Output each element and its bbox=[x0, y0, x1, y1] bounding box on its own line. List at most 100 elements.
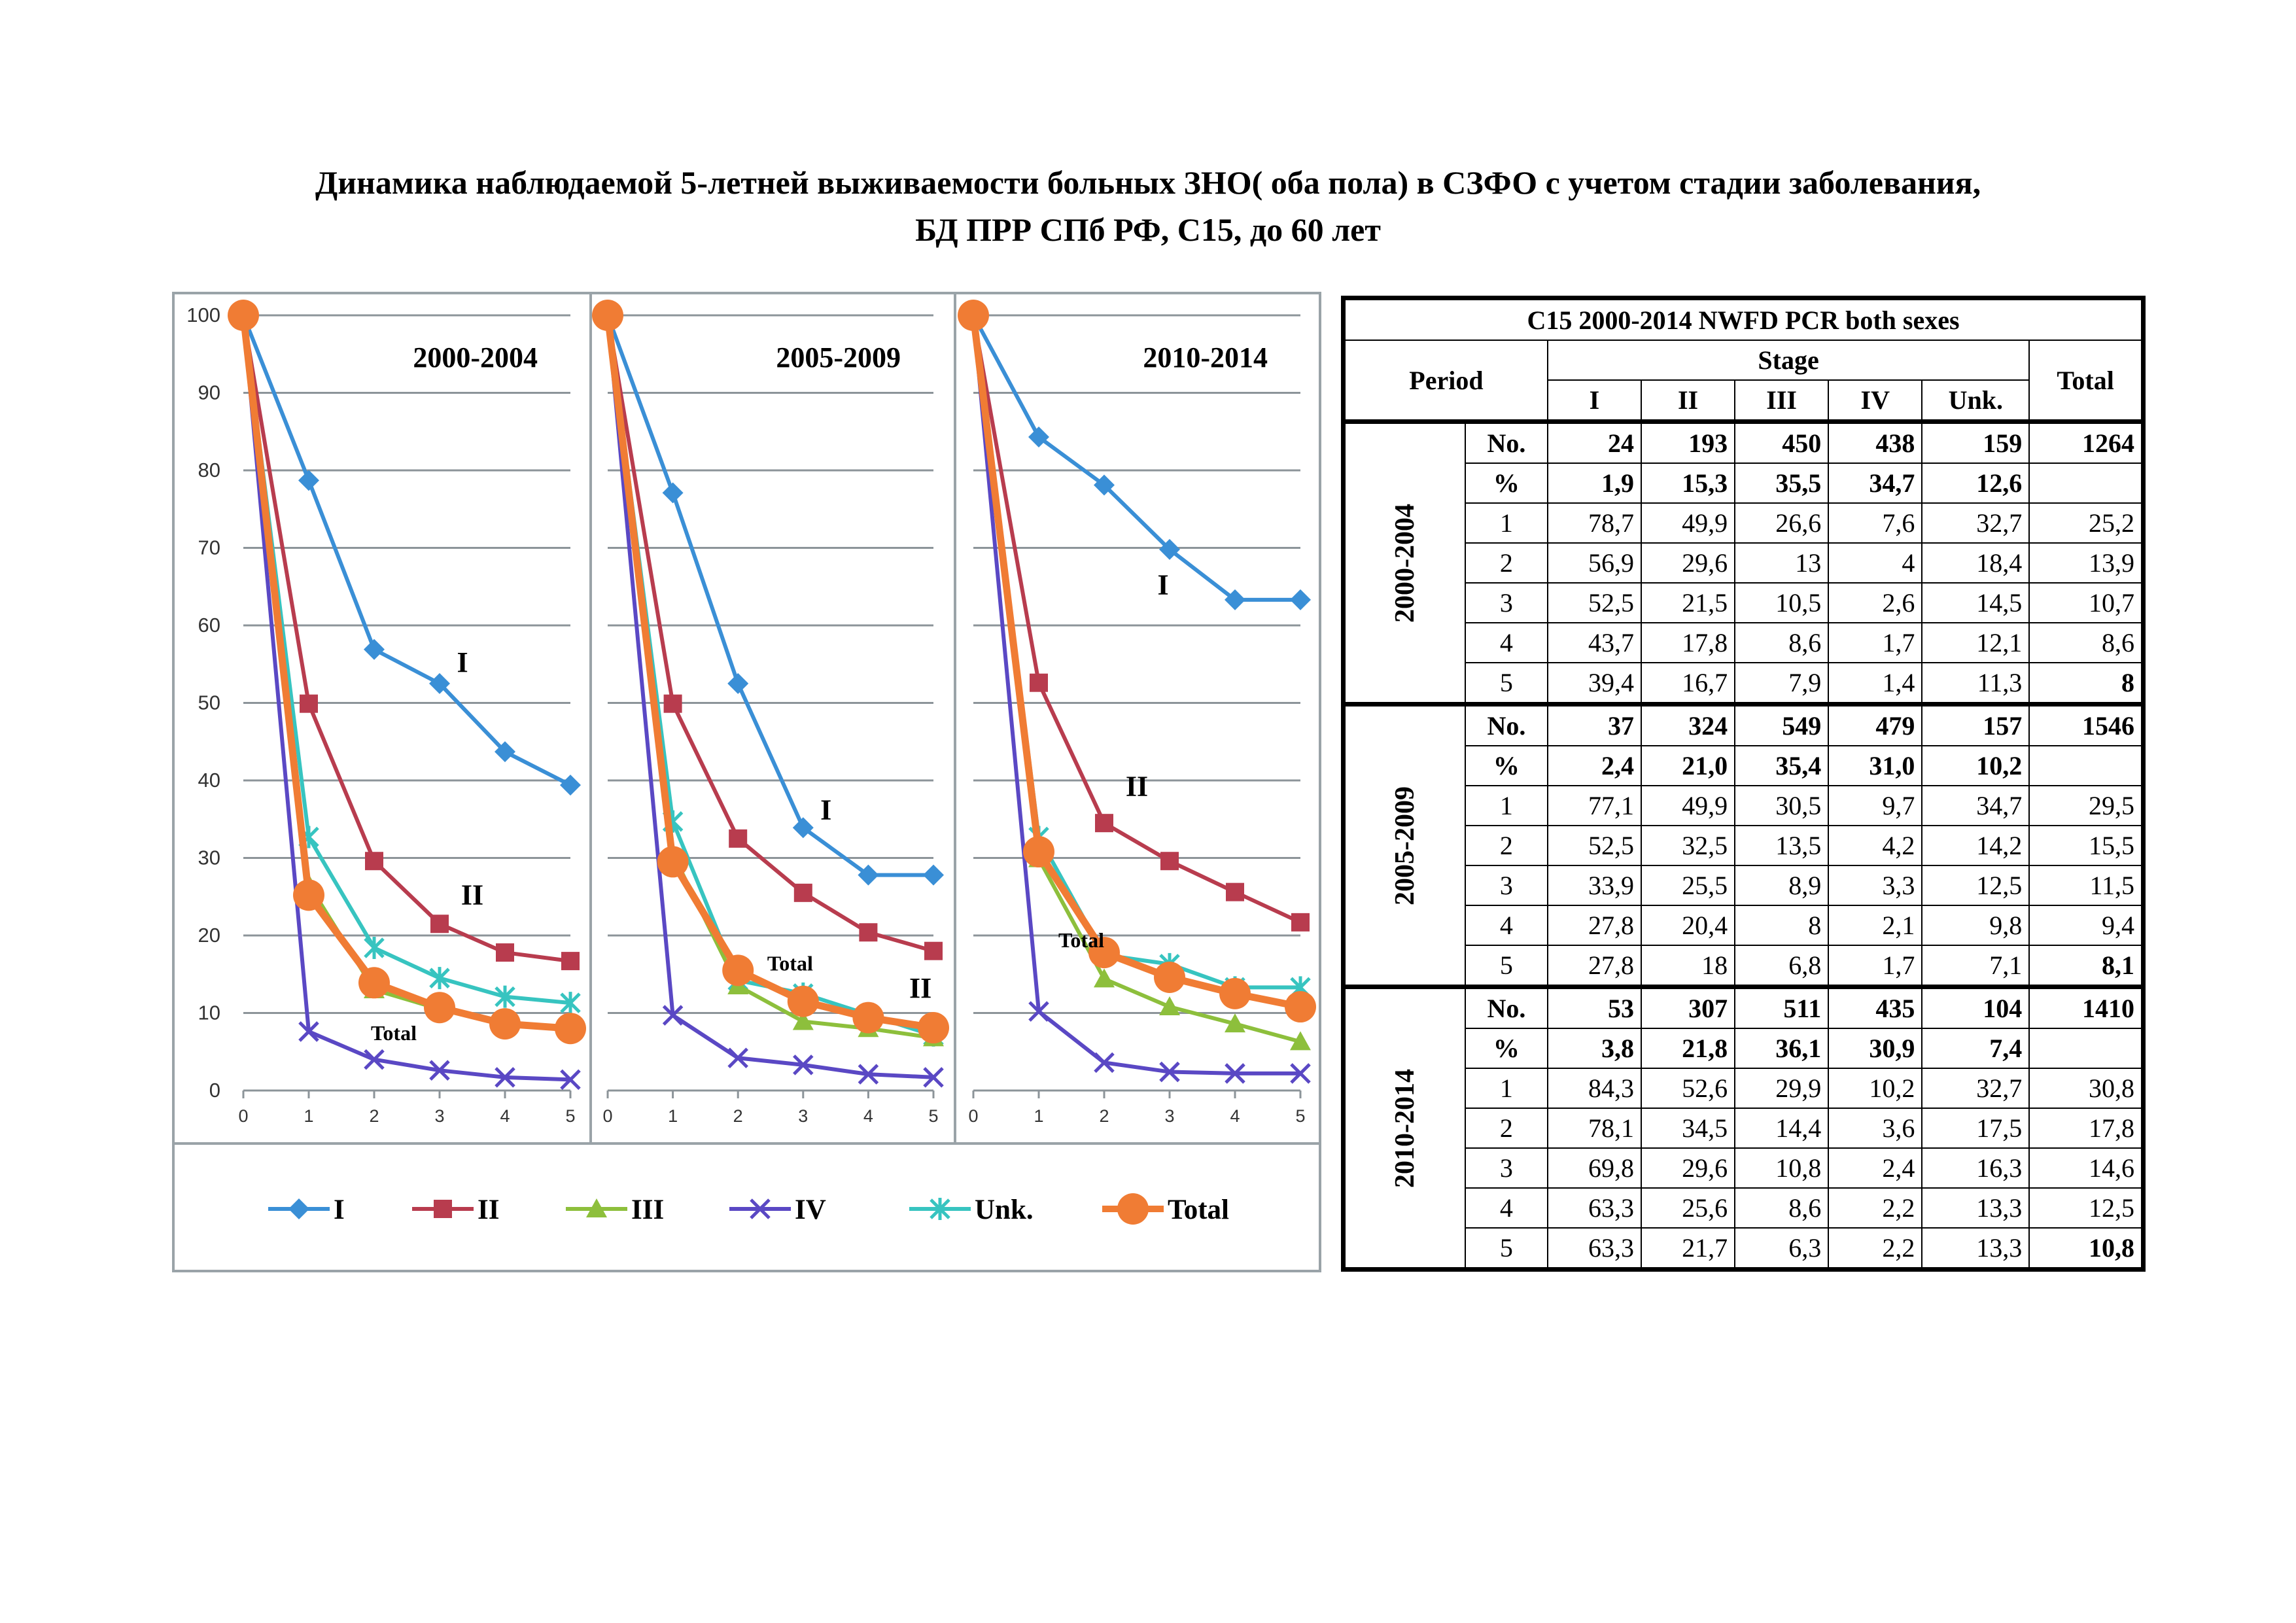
table-cell: 30,9 bbox=[1828, 1028, 1923, 1069]
point-total bbox=[722, 954, 754, 986]
table-cell: 2,4 bbox=[1546, 745, 1642, 786]
table-row: 4 43,7 17,8 8,6 1,7 12,1 8,6 bbox=[1344, 622, 2144, 663]
table-cell: 11,3 bbox=[1921, 662, 2030, 705]
point-i bbox=[923, 864, 944, 886]
legend-marker bbox=[288, 1198, 309, 1219]
point-iv bbox=[1290, 1063, 1311, 1084]
table-cell: 78,1 bbox=[1546, 1108, 1642, 1149]
table-caption-row: C15 2000-2014 NWFD PCR both sexes bbox=[1342, 297, 2144, 341]
point-iv bbox=[1094, 1052, 1115, 1073]
table-cell: 21,8 bbox=[1640, 1028, 1736, 1069]
table-cell: 84,3 bbox=[1546, 1068, 1642, 1109]
table-cell: 1,7 bbox=[1828, 622, 1923, 663]
table-row: 2 52,5 32,5 13,5 4,2 14,2 15,5 bbox=[1344, 825, 2144, 866]
total-cell: 17,8 bbox=[2028, 1108, 2144, 1149]
x-tick-label: 5 bbox=[565, 1106, 575, 1126]
total-cell: 1410 bbox=[2028, 985, 2144, 1029]
table-cell: 16,3 bbox=[1921, 1147, 2030, 1189]
table-cell: 17,8 bbox=[1640, 622, 1736, 663]
table-cell: 438 bbox=[1828, 419, 1923, 464]
table-cell: 3,8 bbox=[1546, 1028, 1642, 1069]
table-cell: 13,3 bbox=[1921, 1227, 2030, 1270]
y-tick-label: 20 bbox=[198, 924, 220, 947]
table-cell: 549 bbox=[1734, 702, 1830, 746]
table-cell: 12,5 bbox=[1921, 865, 2030, 906]
table-row: 1 84,3 52,6 29,9 10,2 32,7 30,8 bbox=[1344, 1068, 2144, 1109]
table-cell: 18,4 bbox=[1921, 542, 2030, 584]
table-cell: 14,2 bbox=[1921, 825, 2030, 866]
table-cell: 2,1 bbox=[1828, 905, 1923, 946]
table-cell: 69,8 bbox=[1546, 1147, 1642, 1189]
point-iii bbox=[1290, 1031, 1311, 1051]
table-row: 2005-2009 No. 37 324 549 479 157 1546 bbox=[1342, 702, 2144, 988]
row-label: 2 bbox=[1465, 542, 1548, 584]
series-line-i bbox=[606, 314, 933, 877]
table-cell: 35,5 bbox=[1734, 462, 1830, 504]
y-tick-label: 30 bbox=[198, 846, 220, 869]
table-cell: 52,6 bbox=[1640, 1068, 1736, 1109]
period-label: 2005-2009 bbox=[776, 341, 901, 374]
table-cell: 2,4 bbox=[1828, 1147, 1923, 1189]
table-cell: 1,7 bbox=[1828, 945, 1923, 988]
table-cell: 14,4 bbox=[1734, 1108, 1830, 1149]
table-cell: 77,1 bbox=[1546, 785, 1642, 826]
point-i bbox=[858, 864, 879, 886]
legend-label: Total bbox=[1168, 1195, 1229, 1225]
table-row: 5 39,4 16,7 7,9 1,4 11,3 8 bbox=[1344, 662, 2144, 705]
table-cell: 1,4 bbox=[1828, 662, 1923, 705]
table-cell: 78,7 bbox=[1546, 502, 1642, 544]
point-iii bbox=[1094, 968, 1115, 988]
total-cell: 10,8 bbox=[2028, 1227, 2144, 1270]
point-ii bbox=[1095, 814, 1113, 833]
y-tick-label: 60 bbox=[198, 614, 220, 637]
point-i bbox=[1290, 589, 1311, 610]
table-row: 1 78,7 49,9 26,6 7,6 32,7 25,2 bbox=[1344, 502, 2144, 544]
stage-header: Stage bbox=[1546, 340, 2030, 381]
table-row: 2 56,9 29,6 13 4 18,4 13,9 bbox=[1344, 542, 2144, 584]
x-tick-label: 0 bbox=[968, 1106, 978, 1126]
point-i bbox=[727, 672, 749, 694]
period-label: 2005-2009 bbox=[1390, 786, 1420, 905]
series-line-iv bbox=[971, 315, 1300, 1075]
table-cell: 7,1 bbox=[1921, 945, 2030, 988]
annotation-label: I bbox=[820, 794, 831, 826]
table-cell: 193 bbox=[1640, 419, 1736, 464]
legend-label: II bbox=[478, 1195, 499, 1225]
table-cell: 6,8 bbox=[1734, 945, 1830, 988]
series-line-total bbox=[604, 315, 934, 1032]
table-cell: 27,8 bbox=[1546, 945, 1642, 988]
table-cell: 29,6 bbox=[1640, 542, 1736, 584]
point-ii bbox=[365, 852, 383, 871]
row-label: % bbox=[1465, 745, 1548, 786]
point-iv bbox=[858, 1064, 879, 1085]
table-cell: 20,4 bbox=[1640, 905, 1736, 946]
point-iv bbox=[429, 1060, 450, 1081]
table-cell: 2,6 bbox=[1828, 582, 1923, 623]
table-cell: 53 bbox=[1546, 985, 1642, 1029]
series-line-ii bbox=[241, 315, 571, 964]
y-tick-label: 70 bbox=[198, 536, 220, 559]
table-cell: 7,9 bbox=[1734, 662, 1830, 705]
table-cell: 13,5 bbox=[1734, 825, 1830, 866]
point-total bbox=[1154, 961, 1185, 993]
table-cell: 32,7 bbox=[1921, 502, 2030, 544]
table-cell: 25,5 bbox=[1640, 865, 1736, 906]
x-tick-label: 2 bbox=[1099, 1106, 1109, 1126]
table-cell: 33,9 bbox=[1546, 865, 1642, 906]
point-iii bbox=[1159, 996, 1180, 1016]
point-iv bbox=[298, 1021, 319, 1042]
table-cell: 4 bbox=[1828, 542, 1923, 584]
total-cell: 1546 bbox=[2028, 702, 2144, 746]
series-line-iv bbox=[241, 315, 571, 1082]
table-cell: 157 bbox=[1921, 702, 2030, 746]
table-cell: 49,9 bbox=[1640, 785, 1736, 826]
table-cell: 10,8 bbox=[1734, 1147, 1830, 1189]
row-label: 5 bbox=[1465, 1227, 1548, 1270]
table-row: 2000-2004 No. 24 193 450 438 159 1264 bbox=[1342, 419, 2144, 705]
x-tick-label: 1 bbox=[668, 1106, 678, 1126]
total-cell: 10,7 bbox=[2028, 582, 2144, 623]
x-tick-label: 0 bbox=[602, 1106, 612, 1126]
table-cell: 29,9 bbox=[1734, 1068, 1830, 1109]
table-cell: 9,7 bbox=[1828, 785, 1923, 826]
